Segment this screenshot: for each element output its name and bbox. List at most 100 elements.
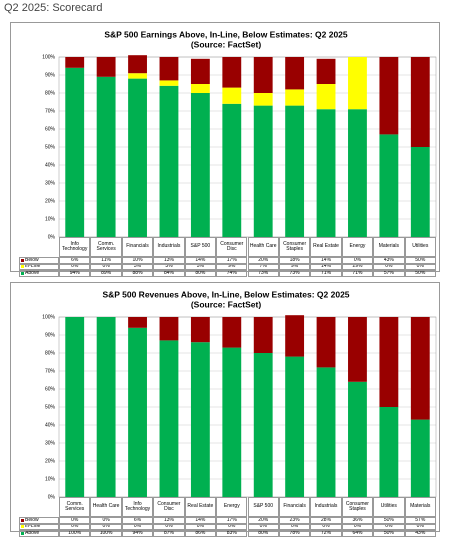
y-tick-label: 70% (45, 108, 56, 114)
data-label: 0% (247, 523, 279, 530)
y-tick-label: 10% (45, 476, 56, 482)
data-label: 57% (404, 517, 436, 524)
chart-svg: S&P 500 Revenues Above, In-Line, Below E… (42, 289, 437, 500)
category-label: Info Technology (59, 237, 91, 257)
legend-swatch (21, 518, 24, 522)
bar-segment (128, 327, 147, 497)
data-label: 29% (341, 263, 374, 270)
data-label: 94% (121, 530, 154, 537)
bar-segment (159, 80, 179, 86)
bar-segment (410, 419, 430, 497)
bar-segment (222, 57, 242, 88)
bar-segment (316, 58, 336, 84)
data-label: 0% (216, 523, 248, 530)
data-label: 20% (247, 517, 279, 524)
bar-segment (348, 381, 367, 497)
legend-row: Above (19, 270, 59, 277)
y-tick-label: 100% (42, 54, 55, 60)
data-label: 57% (373, 270, 405, 277)
y-tick-label: 60% (45, 386, 56, 392)
legend-row: Below (19, 257, 59, 264)
chart-subtitle: (Source: FactSet) (191, 39, 262, 49)
category-label: Energy (216, 497, 248, 517)
category-label: Consumer Staples (278, 237, 311, 257)
bar-segment (128, 55, 147, 74)
bar-segment (190, 93, 210, 237)
legend-label: In-Line (25, 263, 41, 269)
bar-segment (253, 105, 273, 237)
bar-segment (159, 340, 179, 497)
data-label: 80% (247, 530, 279, 537)
data-label: 0% (121, 523, 154, 530)
data-label: 17% (216, 517, 248, 524)
data-label: 14% (184, 517, 217, 524)
bar-segment (159, 317, 179, 341)
bar-segment (222, 87, 242, 104)
bar-segment (222, 347, 242, 497)
data-label: 71% (341, 270, 374, 277)
y-tick-label: 100% (42, 314, 55, 320)
y-tick-label: 50% (45, 144, 56, 150)
category-label: Industrials (310, 497, 342, 517)
data-label: 72% (310, 530, 342, 537)
bar-segment (222, 317, 242, 348)
data-label: 0% (59, 263, 91, 270)
page-title: Q2 2025: Scorecard (4, 2, 103, 14)
bar-segment (253, 317, 273, 353)
category-label: Consumer Disc (216, 237, 248, 257)
bar-segment (285, 57, 305, 90)
category-label: S&P 500 (184, 237, 217, 257)
data-label: 73% (247, 270, 279, 277)
data-label: 100% (59, 530, 91, 537)
category-label: S&P 500 (247, 497, 279, 517)
bar-segment (159, 85, 179, 237)
y-tick-label: 0% (48, 494, 56, 500)
bar-segment (65, 317, 85, 497)
y-tick-label: 20% (45, 458, 56, 464)
y-tick-label: 90% (45, 332, 56, 338)
bar-segment (65, 57, 85, 68)
data-label: 0% (310, 523, 342, 530)
data-label: 14% (310, 263, 342, 270)
data-label: 50% (373, 530, 405, 537)
bar-segment (190, 317, 210, 343)
legend-row: In-Line (19, 523, 59, 530)
legend-swatch (21, 271, 24, 275)
chart-title: S&P 500 Earnings Above, In-Line, Below E… (104, 29, 348, 39)
y-tick-label: 90% (45, 72, 56, 78)
bar-segment (379, 407, 399, 497)
bar-segment (285, 356, 305, 497)
data-label: 94% (59, 270, 91, 277)
bar-segment (96, 57, 116, 77)
data-label: 11% (90, 257, 122, 264)
data-label: 0% (90, 523, 122, 530)
bar-segment (285, 105, 305, 237)
bar-segment (253, 93, 273, 106)
chart: S&P 500 Earnings Above, In-Line, Below E… (10, 22, 440, 277)
data-label: 6% (121, 517, 154, 524)
data-label: 50% (373, 517, 405, 524)
category-label: Real Estate (184, 497, 217, 517)
data-label: 0% (90, 517, 122, 524)
data-label: 83% (216, 530, 248, 537)
data-label: 89% (90, 270, 122, 277)
data-label: 78% (278, 530, 311, 537)
category-label: Utilities (404, 237, 436, 257)
category-label: Comm. Services (90, 237, 122, 257)
y-tick-label: 80% (45, 90, 56, 96)
bar-segment (410, 57, 430, 147)
data-label: 74% (216, 270, 248, 277)
bar-segment (128, 73, 147, 79)
data-label: 9% (216, 263, 248, 270)
data-label: 0% (90, 263, 122, 270)
bar-segment (285, 315, 305, 357)
bar-segment (348, 57, 367, 110)
data-label: 23% (278, 517, 311, 524)
data-label: 17% (216, 257, 248, 264)
category-label: Consumer Staples (341, 497, 374, 517)
bar-segment (379, 317, 399, 407)
chart-svg: S&P 500 Earnings Above, In-Line, Below E… (42, 29, 437, 240)
category-label: Consumer Disc (153, 497, 185, 517)
y-tick-label: 50% (45, 404, 56, 410)
category-label: Energy (341, 237, 374, 257)
